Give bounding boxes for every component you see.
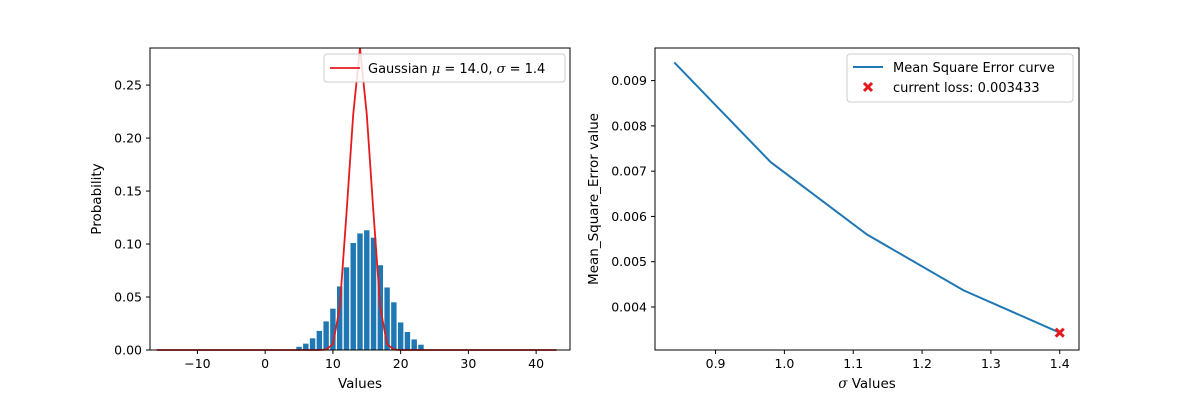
right-y-tick-label: 0.008 (611, 118, 647, 133)
current-loss-legend-label: current loss: 0.003433 (893, 81, 1040, 96)
right-legend: Mean Square Error curve current loss: 0.… (846, 53, 1074, 103)
legend-sigma-symbol: σ (497, 62, 507, 77)
right-y-tick-label: 0.009 (611, 73, 647, 88)
histogram-bar (350, 242, 356, 350)
gaussian-legend-label: Gaussian μ = 14.0, σ = 1.4 (368, 62, 545, 77)
histogram-bar (411, 339, 417, 350)
left-x-tick-label: 30 (460, 356, 476, 371)
right-legend-box (846, 53, 1074, 103)
right-x-label-symbol: σ (838, 376, 848, 392)
histogram-bar (330, 308, 336, 350)
left-legend-box (323, 53, 566, 83)
right-y-tick-label: 0.005 (611, 254, 647, 269)
histogram-bar (303, 343, 309, 350)
left-x-ticks: −10 0 10 20 30 40 (184, 350, 544, 371)
histogram-bar (418, 344, 424, 350)
right-y-tick-label: 0.007 (611, 164, 647, 179)
left-y-tick-label: 0.20 (114, 131, 142, 146)
right-chart: 0.9 1.0 1.1 1.2 1.3 1.4 0.0040.0050.0060.0070… (586, 47, 1080, 392)
histogram-bar (323, 321, 329, 350)
right-y-ticks: 0.004 0.005 0.006 0.007 0.008 0.009 (611, 73, 655, 314)
histogram-bar (391, 302, 397, 350)
left-x-tick-label: −10 (184, 356, 210, 371)
left-x-tick-label: 0 (261, 356, 269, 371)
right-x-tick-label: 1.2 (912, 356, 932, 371)
histogram-bar (397, 322, 404, 350)
histogram-bar (343, 267, 350, 350)
gaussian-curve (156, 47, 557, 351)
left-y-tick-label: 0.15 (114, 184, 142, 199)
right-x-axis-label: σ Values (838, 376, 896, 392)
left-chart: −10 0 10 20 30 40 0.00 0.05 0.10 0.15 0.20 0.25 Va… (89, 47, 571, 392)
right-x-tick-label: 1.3 (981, 356, 1001, 371)
right-x-ticks: 0.9 1.0 1.1 1.2 1.3 1.4 (706, 350, 1070, 371)
histogram-bar (370, 237, 377, 350)
current-loss-x (1054, 327, 1065, 338)
right-y-tick-label: 0.006 (611, 209, 647, 224)
legend-x-stroke-b (862, 81, 874, 93)
legend-prefix: Gaussian (368, 62, 432, 77)
right-x-tick-label: 0.9 (706, 356, 726, 371)
left-x-tick-label: 20 (393, 356, 409, 371)
right-y-tick-label: 0.004 (611, 299, 647, 314)
left-y-tick-label: 0.10 (114, 237, 142, 252)
legend-mu-value: = 14.0, (440, 62, 496, 77)
legend-sigma-value: = 1.4 (505, 62, 545, 77)
right-x-tick-label: 1.1 (843, 356, 863, 371)
legend-x (862, 81, 874, 93)
histogram-bar (316, 330, 323, 350)
current-loss-x-stroke-b (1054, 327, 1065, 338)
right-plot-frame (654, 47, 1080, 351)
left-y-tick-label: 0.00 (114, 343, 142, 358)
histogram-bar (404, 331, 411, 350)
left-x-axis-label: Values (338, 376, 382, 392)
left-legend: Gaussian μ = 14.0, σ = 1.4 (323, 53, 566, 83)
left-x-tick-label: 40 (528, 356, 544, 371)
left-x-tick-label: 10 (325, 356, 341, 371)
right-x-tick-label: 1.4 (1050, 356, 1070, 371)
histogram-bar (357, 233, 363, 350)
right-x-tick-label: 1.0 (774, 356, 794, 371)
right-y-axis-label: Mean_Square_Error value (586, 113, 602, 285)
current-loss-legend-marker (862, 81, 874, 93)
left-plot-frame (149, 47, 571, 351)
left-y-axis-label: Probability (89, 163, 105, 234)
left-y-tick-label: 0.25 (114, 78, 142, 93)
histogram-bar (296, 346, 302, 350)
right-x-label-rest: Values (847, 376, 895, 392)
histogram-bar (364, 230, 370, 350)
left-bar-group (296, 230, 424, 350)
legend-mu-symbol: μ (432, 62, 440, 77)
current-loss-marker (1054, 327, 1065, 338)
mse-curve (673, 61, 1061, 334)
left-y-ticks: 0.00 0.05 0.10 0.15 0.20 0.25 (114, 78, 150, 358)
left-y-tick-label: 0.05 (114, 290, 142, 305)
histogram-bar (336, 286, 343, 350)
mse-legend-label: Mean Square Error curve (893, 61, 1055, 76)
histogram-bar (384, 287, 390, 350)
histogram-bar (309, 338, 316, 350)
